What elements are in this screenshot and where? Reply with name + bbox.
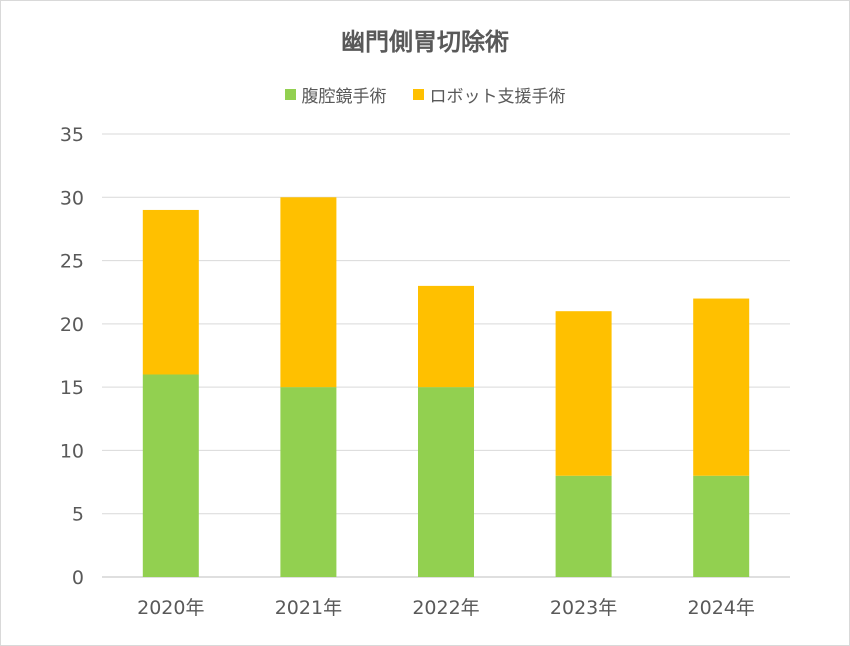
bar-robotic (418, 285, 474, 388)
y-tick-label: 5 (72, 504, 84, 526)
x-tick-label: 2024年 (688, 597, 755, 619)
legend-item-laparoscopic: 腹腔鏡手術 (284, 82, 387, 107)
x-tick-label: 2022年 (412, 597, 479, 619)
y-tick-label: 35 (60, 124, 84, 146)
bar-robotic (555, 311, 612, 476)
chart-title: 幽門側胃切除術 (341, 28, 509, 56)
bar-robotic (693, 298, 750, 476)
y-tick-label: 20 (60, 314, 84, 336)
legend-label-laparoscopic: 腹腔鏡手術 (301, 87, 387, 107)
bar-laparoscopic (418, 387, 474, 577)
bar-laparoscopic (555, 475, 612, 577)
legend-swatch-laparoscopic (284, 89, 296, 100)
bar-robotic (280, 197, 337, 388)
bar-robotic (142, 209, 199, 375)
y-tick-label: 30 (60, 187, 84, 209)
y-tick-label: 10 (60, 440, 84, 462)
y-tick-label: 0 (72, 567, 84, 589)
chart-legend: 腹腔鏡手術 ロボット支援手術 (0, 82, 850, 107)
x-tick-label: 2023年 (550, 597, 617, 619)
legend-item-robotic: ロボット支援手術 (412, 82, 566, 107)
bar-laparoscopic (693, 475, 750, 577)
legend-swatch-robotic (412, 89, 424, 100)
y-tick-label: 25 (60, 251, 84, 273)
x-tick-label: 2021年 (275, 597, 342, 619)
bar-laparoscopic (280, 387, 337, 577)
y-tick-label: 15 (60, 377, 84, 399)
legend-label-robotic: ロボット支援手術 (429, 87, 566, 107)
x-tick-label: 2020年 (137, 597, 204, 619)
bar-laparoscopic (142, 374, 199, 577)
